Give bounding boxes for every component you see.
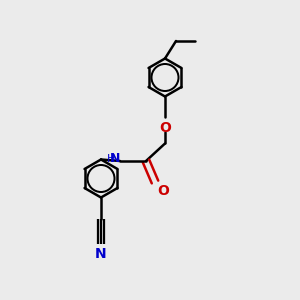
Text: O: O	[158, 184, 169, 199]
Text: H: H	[106, 154, 115, 164]
Text: N: N	[95, 248, 107, 262]
Text: N: N	[110, 152, 120, 165]
Text: O: O	[159, 122, 171, 136]
